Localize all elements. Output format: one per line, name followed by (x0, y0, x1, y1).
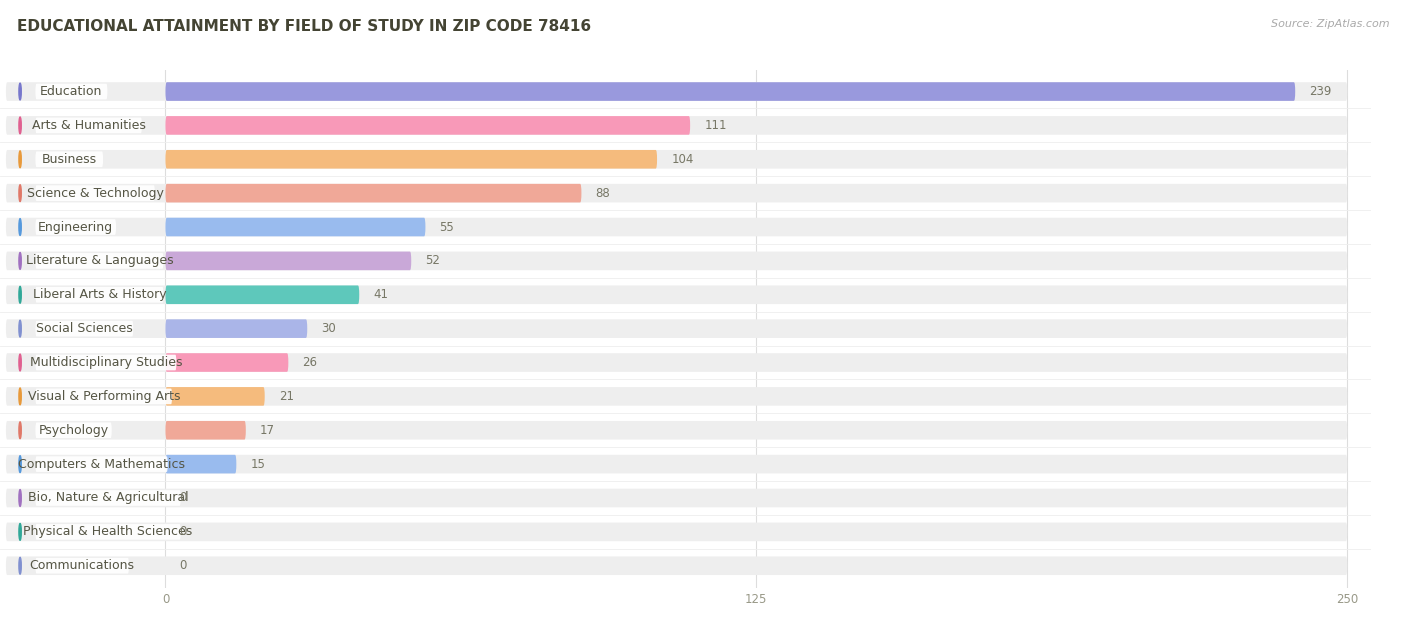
Circle shape (18, 422, 21, 439)
Text: 0: 0 (180, 559, 187, 572)
FancyBboxPatch shape (6, 489, 1347, 507)
Text: Psychology: Psychology (38, 423, 108, 437)
Text: 52: 52 (426, 255, 440, 267)
Text: 104: 104 (671, 153, 693, 166)
Circle shape (18, 219, 21, 235)
FancyBboxPatch shape (166, 184, 582, 202)
Text: Physical & Health Sciences: Physical & Health Sciences (24, 525, 193, 538)
Text: Education: Education (41, 85, 103, 98)
FancyBboxPatch shape (35, 219, 115, 235)
FancyBboxPatch shape (166, 421, 246, 440)
Text: 0: 0 (180, 492, 187, 504)
Text: Engineering: Engineering (38, 221, 114, 234)
FancyBboxPatch shape (6, 150, 1347, 169)
FancyBboxPatch shape (6, 319, 1347, 338)
FancyBboxPatch shape (6, 353, 1347, 372)
Text: 26: 26 (302, 356, 318, 369)
FancyBboxPatch shape (35, 524, 181, 540)
FancyBboxPatch shape (35, 490, 181, 506)
Text: Computers & Mathematics: Computers & Mathematics (18, 458, 186, 471)
FancyBboxPatch shape (166, 82, 1295, 101)
FancyBboxPatch shape (166, 455, 236, 473)
FancyBboxPatch shape (35, 287, 163, 303)
FancyBboxPatch shape (35, 456, 167, 472)
Text: Liberal Arts & History: Liberal Arts & History (32, 288, 166, 301)
Text: 17: 17 (260, 423, 276, 437)
Circle shape (18, 151, 21, 167)
FancyBboxPatch shape (35, 118, 142, 133)
FancyBboxPatch shape (35, 422, 111, 438)
Text: Visual & Performing Arts: Visual & Performing Arts (28, 390, 180, 403)
FancyBboxPatch shape (166, 319, 308, 338)
FancyBboxPatch shape (166, 353, 288, 372)
FancyBboxPatch shape (6, 116, 1347, 135)
Circle shape (18, 83, 21, 100)
Text: Multidisciplinary Studies: Multidisciplinary Studies (30, 356, 183, 369)
Circle shape (18, 320, 21, 337)
FancyBboxPatch shape (6, 523, 1347, 541)
FancyBboxPatch shape (166, 217, 426, 236)
Text: 21: 21 (278, 390, 294, 403)
FancyBboxPatch shape (166, 116, 690, 135)
FancyBboxPatch shape (166, 252, 412, 270)
FancyBboxPatch shape (166, 387, 264, 406)
FancyBboxPatch shape (35, 355, 176, 370)
Text: Business: Business (42, 153, 97, 166)
Text: Bio, Nature & Agricultural: Bio, Nature & Agricultural (28, 492, 188, 504)
Text: 239: 239 (1309, 85, 1331, 98)
Circle shape (18, 185, 21, 202)
FancyBboxPatch shape (35, 185, 155, 201)
FancyBboxPatch shape (166, 150, 657, 169)
FancyBboxPatch shape (6, 421, 1347, 440)
Text: Science & Technology: Science & Technology (27, 186, 163, 200)
Text: Arts & Humanities: Arts & Humanities (32, 119, 146, 132)
FancyBboxPatch shape (6, 387, 1347, 406)
Text: Communications: Communications (30, 559, 135, 572)
FancyBboxPatch shape (35, 558, 129, 574)
Text: EDUCATIONAL ATTAINMENT BY FIELD OF STUDY IN ZIP CODE 78416: EDUCATIONAL ATTAINMENT BY FIELD OF STUDY… (17, 19, 591, 34)
Text: 30: 30 (322, 322, 336, 335)
FancyBboxPatch shape (35, 389, 172, 404)
Circle shape (18, 117, 21, 134)
Text: 15: 15 (250, 458, 266, 471)
Text: Social Sciences: Social Sciences (37, 322, 132, 335)
FancyBboxPatch shape (35, 253, 163, 269)
FancyBboxPatch shape (6, 217, 1347, 236)
FancyBboxPatch shape (35, 152, 103, 167)
Text: 111: 111 (704, 119, 727, 132)
Circle shape (18, 456, 21, 473)
Circle shape (18, 523, 21, 540)
Text: 41: 41 (374, 288, 388, 301)
Circle shape (18, 490, 21, 506)
FancyBboxPatch shape (6, 184, 1347, 202)
Circle shape (18, 388, 21, 404)
FancyBboxPatch shape (35, 83, 107, 99)
FancyBboxPatch shape (6, 455, 1347, 473)
FancyBboxPatch shape (6, 286, 1347, 304)
FancyBboxPatch shape (6, 556, 1347, 575)
FancyBboxPatch shape (166, 286, 360, 304)
Circle shape (18, 253, 21, 269)
Circle shape (18, 354, 21, 371)
Text: 55: 55 (440, 221, 454, 234)
Text: 0: 0 (180, 525, 187, 538)
Circle shape (18, 286, 21, 303)
Text: Source: ZipAtlas.com: Source: ZipAtlas.com (1271, 19, 1389, 29)
Text: 88: 88 (596, 186, 610, 200)
FancyBboxPatch shape (6, 252, 1347, 270)
Circle shape (18, 557, 21, 574)
Text: Literature & Languages: Literature & Languages (25, 255, 173, 267)
FancyBboxPatch shape (6, 82, 1347, 101)
FancyBboxPatch shape (35, 321, 134, 336)
